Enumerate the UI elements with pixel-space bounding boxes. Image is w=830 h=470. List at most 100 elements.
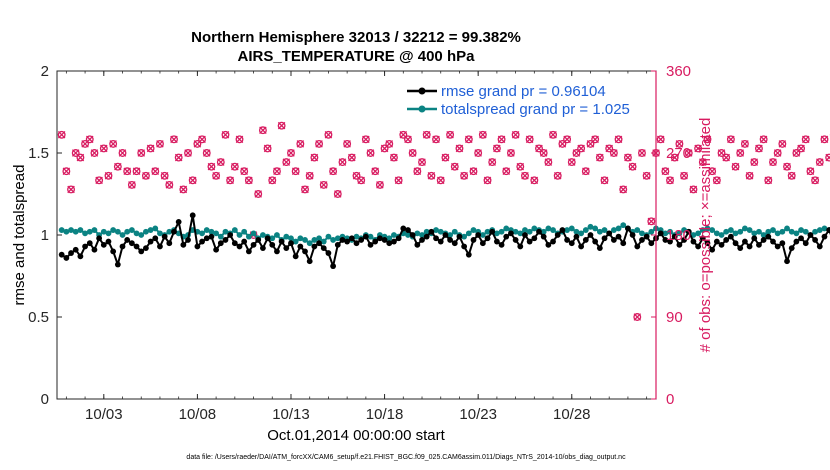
obs-point bbox=[202, 149, 211, 157]
obs-point bbox=[113, 162, 122, 171]
spread-point bbox=[447, 232, 453, 238]
spread-point bbox=[152, 225, 159, 232]
spread-point bbox=[587, 223, 594, 230]
spread-point bbox=[592, 225, 599, 232]
rmse-point bbox=[620, 240, 627, 247]
spread-point bbox=[601, 227, 608, 233]
obs-point bbox=[614, 135, 623, 144]
obs-point bbox=[736, 149, 745, 157]
spread-point bbox=[681, 227, 687, 233]
rmse-point bbox=[826, 227, 830, 233]
rmse-point bbox=[746, 243, 753, 250]
y-axis-label-left: rmse and totalspread bbox=[11, 165, 28, 306]
rmse-point bbox=[517, 243, 524, 250]
spread-point bbox=[72, 228, 79, 235]
rmse-series bbox=[58, 212, 830, 270]
obs-point bbox=[708, 167, 717, 176]
obs-point bbox=[389, 153, 398, 162]
spread-point bbox=[746, 227, 753, 233]
rmse-point bbox=[479, 240, 486, 247]
spread-point bbox=[568, 225, 575, 232]
obs-point bbox=[778, 139, 787, 148]
spread-point bbox=[68, 227, 74, 233]
obs-point bbox=[127, 180, 136, 189]
rmse-point bbox=[376, 235, 383, 242]
obs-point bbox=[478, 130, 487, 139]
rmse-point bbox=[774, 243, 781, 250]
spread-point bbox=[793, 230, 800, 237]
obs-point bbox=[815, 158, 824, 167]
spread-point bbox=[699, 227, 706, 233]
rmse-point bbox=[713, 238, 720, 245]
rmse-point bbox=[96, 235, 103, 242]
spread-point bbox=[320, 238, 327, 245]
spread-point bbox=[727, 227, 734, 233]
obs-point bbox=[619, 185, 628, 194]
obs-point bbox=[750, 158, 759, 167]
obs-point bbox=[198, 135, 207, 144]
rmse-point bbox=[742, 238, 748, 245]
y-tick-label-left: 1.5 bbox=[28, 145, 49, 162]
spread-point bbox=[498, 228, 505, 235]
rmse-point bbox=[657, 230, 664, 237]
obs-point bbox=[745, 171, 754, 180]
rmse-point bbox=[615, 233, 622, 240]
rmse-point bbox=[699, 235, 706, 242]
rmse-point bbox=[330, 263, 337, 270]
rmse-point bbox=[685, 228, 692, 235]
rmse-point bbox=[171, 228, 177, 235]
y-tick-label-left: 0.5 bbox=[28, 309, 49, 326]
spread-point bbox=[540, 228, 547, 235]
obs-point bbox=[212, 171, 221, 180]
chart-title: Northern Hemisphere 32013 / 32212 = 99.3… bbox=[191, 29, 521, 46]
obs-point bbox=[57, 130, 66, 139]
spread-point bbox=[208, 228, 215, 235]
obs-point bbox=[361, 135, 370, 144]
obs-point bbox=[698, 158, 707, 167]
obs-point bbox=[825, 153, 830, 162]
rmse-point bbox=[217, 240, 224, 247]
obs-point bbox=[123, 167, 132, 176]
obs-point bbox=[118, 149, 127, 157]
rmse-point bbox=[601, 235, 608, 242]
obs-point bbox=[675, 139, 684, 148]
spread-point bbox=[260, 232, 266, 238]
rmse-point bbox=[297, 243, 304, 250]
rmse-point bbox=[737, 245, 744, 252]
spread-point bbox=[391, 232, 397, 238]
obs-point bbox=[404, 135, 412, 144]
rmse-point bbox=[77, 253, 84, 260]
rmse-point bbox=[751, 235, 758, 242]
spread-point bbox=[199, 230, 205, 237]
spread-point bbox=[405, 232, 411, 238]
obs-point bbox=[670, 153, 679, 162]
obs-point bbox=[638, 149, 646, 157]
rmse-point bbox=[821, 233, 828, 240]
spread-point bbox=[302, 237, 308, 243]
obs-point bbox=[511, 130, 520, 139]
obs-point bbox=[315, 139, 324, 148]
obs-point bbox=[553, 171, 562, 180]
obs-point bbox=[455, 144, 464, 153]
rmse-point bbox=[695, 243, 702, 250]
rmse-point bbox=[559, 227, 566, 233]
rmse-point bbox=[391, 238, 397, 245]
obs-point bbox=[408, 149, 417, 157]
rmse-point bbox=[582, 237, 589, 243]
spread-point bbox=[774, 230, 781, 237]
spread-point bbox=[91, 227, 98, 233]
rmse-point bbox=[788, 245, 795, 252]
rmse-point bbox=[199, 238, 205, 245]
spread-point bbox=[63, 228, 70, 235]
spread-point bbox=[334, 235, 341, 242]
spread-point bbox=[166, 228, 173, 235]
rmse-point bbox=[395, 235, 402, 242]
rmse-point bbox=[526, 238, 533, 245]
spread-point bbox=[367, 233, 374, 240]
spread-point bbox=[386, 235, 393, 242]
rmse-point bbox=[816, 243, 823, 250]
obs-point bbox=[235, 135, 244, 144]
rmse-point bbox=[311, 243, 318, 250]
data-file-footnote: data file: /Users/raeder/DAI/ATM_forcXX/… bbox=[186, 454, 626, 461]
rmse-point bbox=[110, 248, 117, 255]
